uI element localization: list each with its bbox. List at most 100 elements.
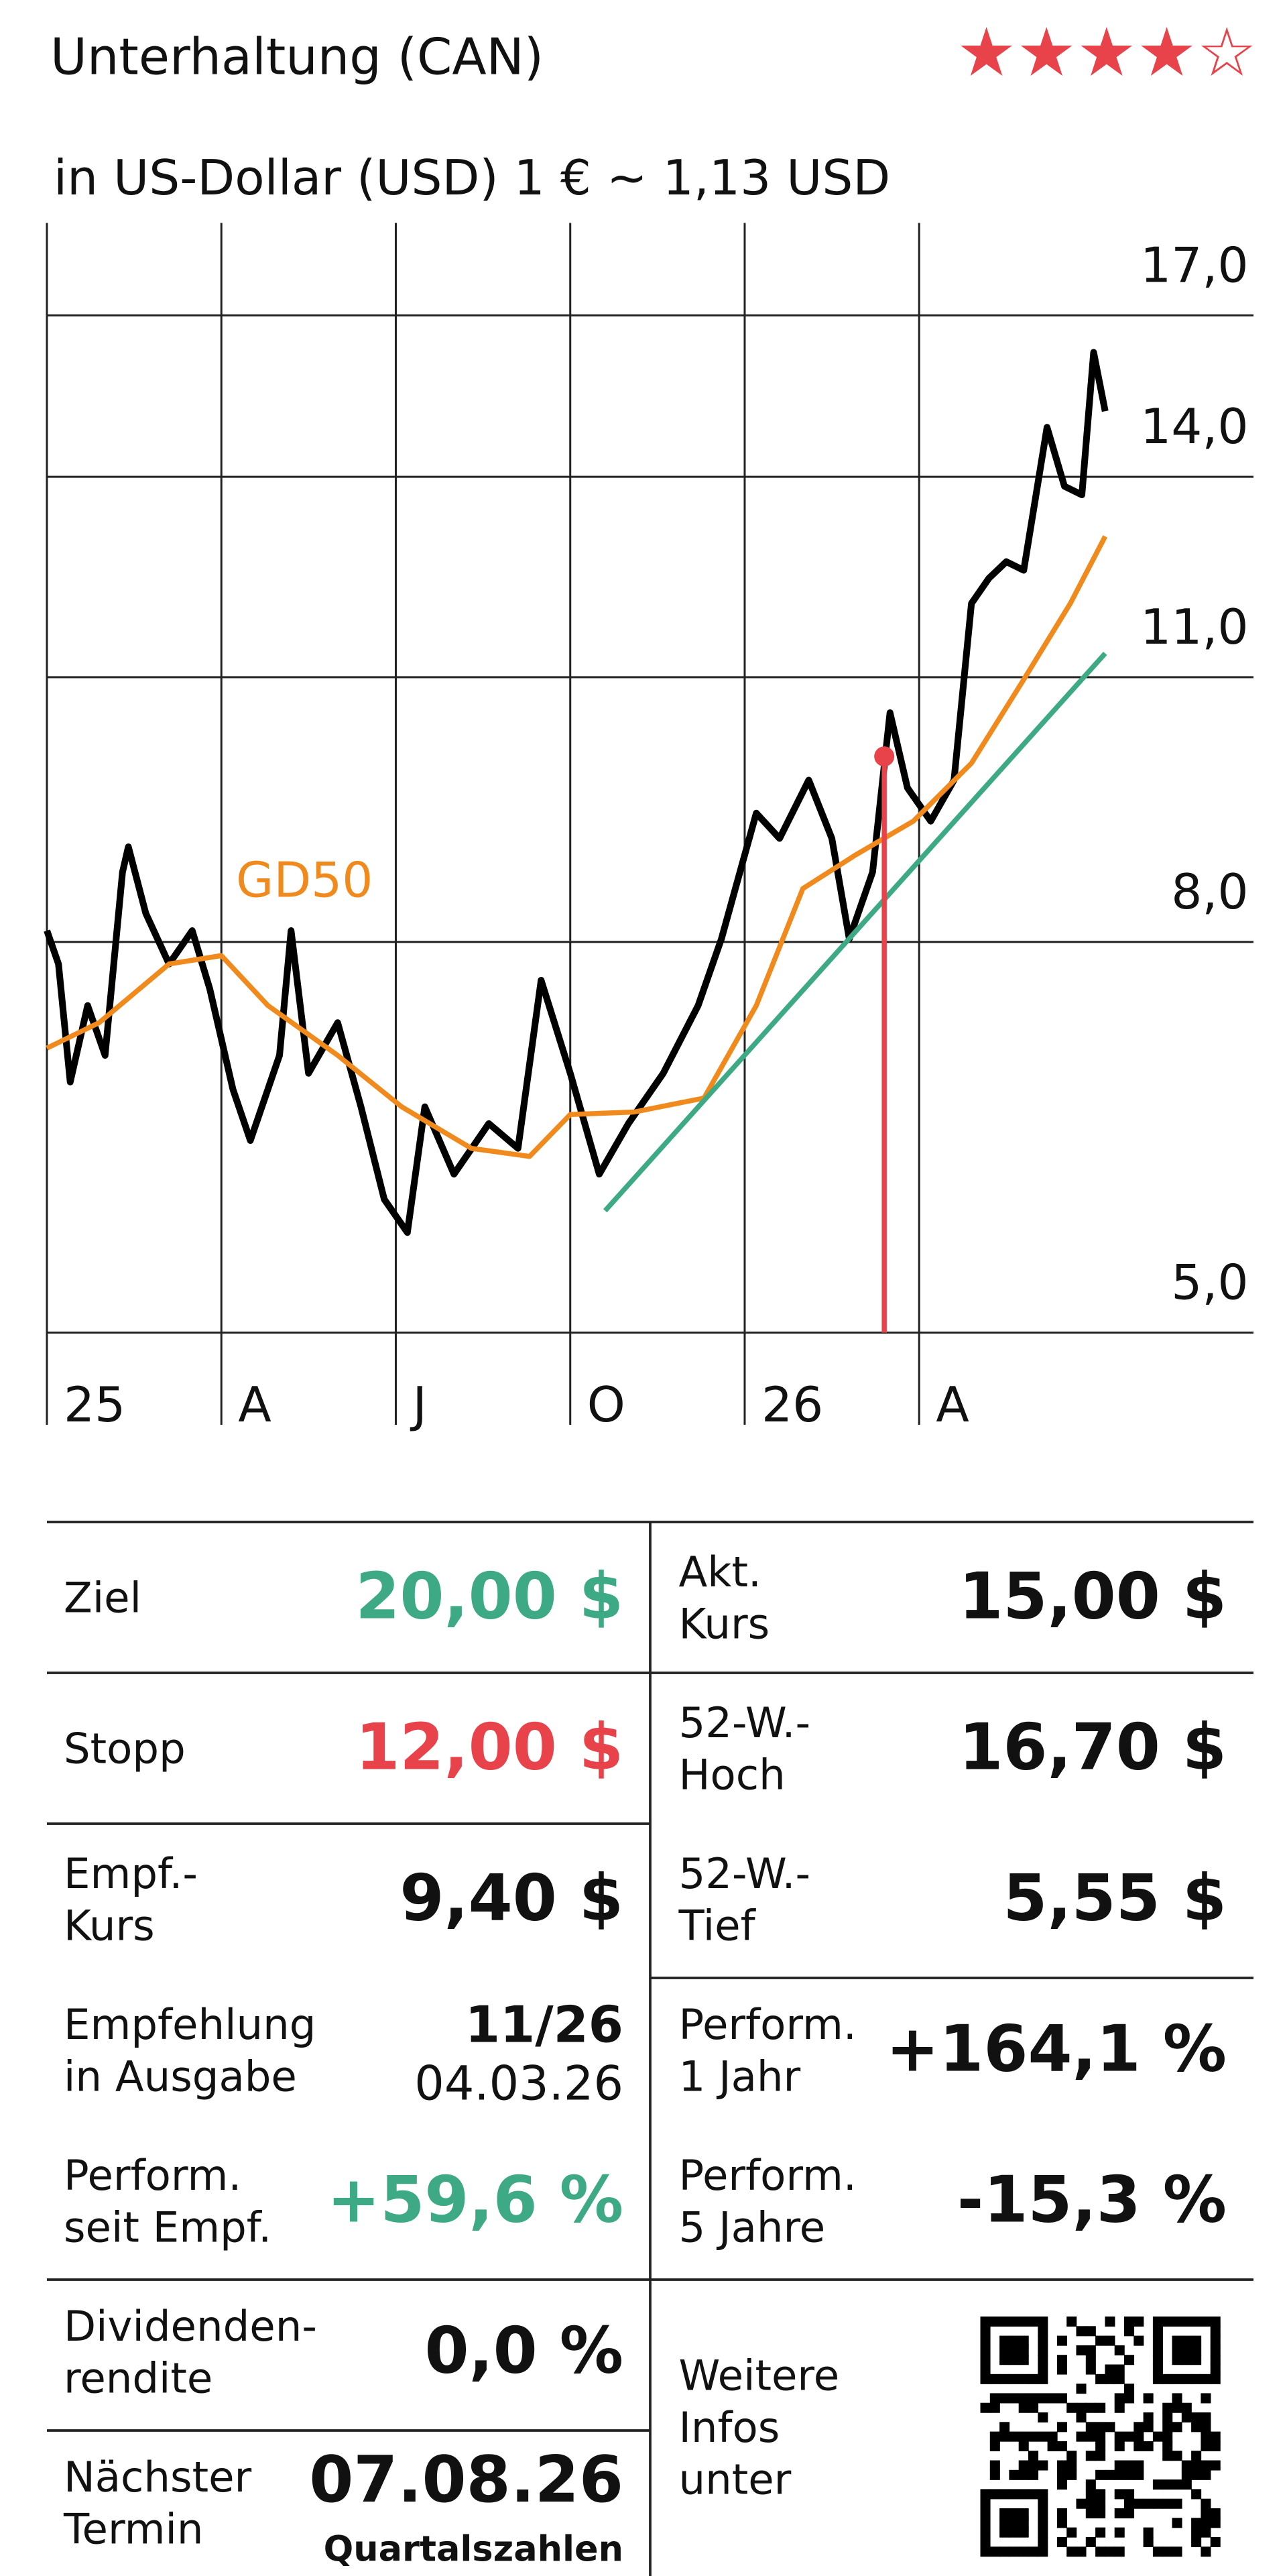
- qr-module: [1133, 2422, 1144, 2433]
- y-tick-label: 8,0: [1171, 864, 1248, 921]
- qr-module: [1133, 2317, 1144, 2327]
- qr-module: [1028, 2431, 1039, 2442]
- qr-code: [980, 2317, 1221, 2557]
- qr-module: [1143, 2412, 1154, 2423]
- qr-module: [1076, 2412, 1087, 2423]
- qr-module: [1018, 2469, 1029, 2480]
- qr-module: [980, 2345, 991, 2355]
- cell-value: -15,3 %: [957, 2163, 1227, 2237]
- cell-value: 15,00 $: [959, 1560, 1227, 1633]
- qr-module: [1076, 2384, 1087, 2394]
- qr-module: [1162, 2412, 1173, 2423]
- qr-module: [1076, 2402, 1087, 2413]
- qr-module: [1095, 2335, 1106, 2346]
- qr-module: [1114, 2393, 1125, 2404]
- qr-module: [1114, 2364, 1125, 2375]
- qr-module: [1038, 2326, 1048, 2337]
- qr-module: [1018, 2345, 1029, 2355]
- qr-module: [1114, 2441, 1125, 2451]
- qr-module: [1009, 2393, 1020, 2404]
- qr-module: [1172, 2518, 1182, 2528]
- qr-module: [1124, 2317, 1135, 2327]
- cell-label: Empf.-: [64, 1849, 198, 1898]
- qr-module: [1181, 2335, 1192, 2346]
- qr-module: [999, 2431, 1010, 2442]
- qr-module: [1181, 2412, 1192, 2423]
- qr-module: [1162, 2317, 1173, 2327]
- qr-module: [1124, 2460, 1135, 2471]
- qr-module: [1056, 2469, 1067, 2480]
- qr-module: [1009, 2335, 1020, 2346]
- qr-module: [1181, 2402, 1192, 2413]
- qr-module: [999, 2317, 1010, 2327]
- qr-module: [1124, 2469, 1135, 2480]
- qr-module: [1114, 2431, 1125, 2442]
- qr-module: [1152, 2546, 1163, 2557]
- qr-module: [1152, 2498, 1163, 2509]
- qr-module: [1181, 2355, 1192, 2365]
- qr-module: [1114, 2460, 1125, 2471]
- y-tick-label: 14,0: [1140, 399, 1248, 455]
- qr-module: [1124, 2489, 1135, 2500]
- cell-value: 12,00 $: [355, 1710, 623, 1784]
- qr-module: [1056, 2479, 1067, 2490]
- cell-label: Weitere: [679, 2351, 840, 2400]
- qr-module: [1009, 2489, 1020, 2500]
- qr-module: [1114, 2374, 1125, 2384]
- qr-module: [989, 2393, 1000, 2404]
- qr-module: [1095, 2441, 1106, 2451]
- qr-module: [1152, 2326, 1163, 2337]
- qr-module: [989, 2469, 1000, 2480]
- qr-module: [1038, 2518, 1048, 2528]
- qr-module: [1162, 2451, 1173, 2461]
- qr-module: [980, 2489, 991, 2500]
- qr-module: [1085, 2536, 1096, 2547]
- qr-module: [1009, 2374, 1020, 2384]
- qr-module: [1210, 2508, 1221, 2519]
- cell-label: 52-W.-: [679, 1698, 811, 1747]
- cell-label: Kurs: [679, 1599, 770, 1648]
- qr-module: [1191, 2489, 1202, 2500]
- qr-module: [980, 2364, 991, 2375]
- qr-module: [1066, 2546, 1077, 2557]
- qr-module: [980, 2402, 991, 2413]
- series-label: GD50: [236, 853, 373, 909]
- qr-module: [1162, 2422, 1173, 2433]
- qr-module: [1181, 2345, 1192, 2355]
- qr-module: [1105, 2469, 1115, 2480]
- x-tick-label: J: [410, 1377, 426, 1433]
- qr-module: [1085, 2508, 1096, 2519]
- qr-module: [1085, 2422, 1096, 2433]
- qr-module: [1152, 2364, 1163, 2375]
- qr-module: [1201, 2441, 1211, 2451]
- qr-module: [999, 2345, 1010, 2355]
- cell-label: 1 Jahr: [679, 2052, 801, 2101]
- qr-module: [1085, 2355, 1096, 2365]
- qr-module: [1162, 2546, 1173, 2557]
- qr-module: [1191, 2518, 1202, 2528]
- qr-module: [1056, 2536, 1067, 2547]
- qr-module: [1056, 2460, 1067, 2471]
- qr-module: [1210, 2518, 1221, 2528]
- qr-module: [980, 2317, 991, 2327]
- qr-module: [1085, 2489, 1096, 2500]
- qr-module: [1028, 2546, 1039, 2557]
- qr-module: [980, 2335, 991, 2346]
- y-tick-label: 17,0: [1140, 237, 1248, 294]
- qr-module: [1143, 2422, 1154, 2433]
- qr-module: [1191, 2355, 1202, 2365]
- qr-module: [1181, 2479, 1192, 2490]
- qr-module: [1201, 2393, 1211, 2404]
- chart-subtitle: in US-Dollar (USD) 1 € ~ 1,13 USD: [54, 150, 890, 207]
- qr-module: [980, 2508, 991, 2519]
- qr-module: [1009, 2469, 1020, 2480]
- qr-module: [989, 2460, 1000, 2471]
- qr-module: [1105, 2335, 1115, 2346]
- qr-module: [1114, 2345, 1125, 2355]
- qr-module: [1095, 2422, 1106, 2433]
- qr-module: [1201, 2546, 1211, 2557]
- qr-module: [1114, 2546, 1125, 2557]
- cell-value: 16,70 $: [959, 1710, 1227, 1784]
- qr-module: [1152, 2431, 1163, 2442]
